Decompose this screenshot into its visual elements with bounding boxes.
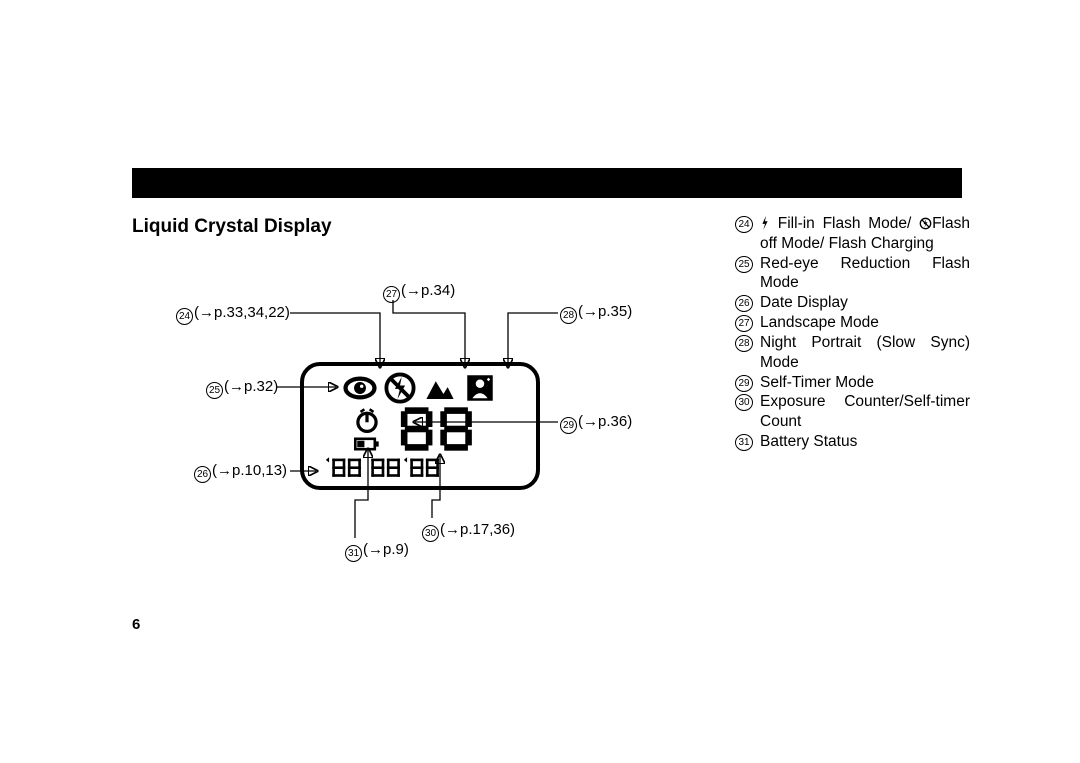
legend-item: 24 Fill-in Flash Mode/ Flash off Mode/ F… bbox=[735, 214, 970, 254]
header-bar bbox=[132, 168, 962, 198]
callout-31: 31(→p.9) bbox=[345, 541, 409, 562]
legend-item: 28Night Portrait (Slow Sync) Mode bbox=[735, 333, 970, 373]
lcd-panel bbox=[300, 362, 540, 490]
callout-27: 27(→p.34) bbox=[383, 282, 455, 303]
callout-29: 29(→p.36) bbox=[560, 413, 632, 434]
section-title: Liquid Crystal Display bbox=[132, 216, 332, 238]
legend-item: 26Date Display bbox=[735, 293, 970, 313]
legend-item: 25Red-eye Reduction Flash Mode bbox=[735, 254, 970, 294]
callout-26: 26(→p.10,13) bbox=[194, 462, 287, 483]
callout-24: 24(→p.33,34,22) bbox=[176, 304, 290, 325]
page-number: 6 bbox=[132, 616, 140, 633]
flash-off-icon bbox=[383, 371, 417, 405]
legend-item: 27Landscape Mode bbox=[735, 313, 970, 333]
battery-icon bbox=[354, 436, 380, 452]
redeye-icon bbox=[343, 371, 377, 405]
self-timer-icon bbox=[354, 408, 380, 434]
legend-item: 29Self-Timer Mode bbox=[735, 373, 970, 393]
exposure-counter bbox=[399, 406, 479, 452]
callout-28: 28(→p.35) bbox=[560, 303, 632, 324]
night-portrait-icon bbox=[463, 371, 497, 405]
legend-item: 31Battery Status bbox=[735, 432, 970, 452]
date-display bbox=[322, 456, 522, 482]
callout-30: 30(→p.17,36) bbox=[422, 521, 515, 542]
legend-item: 30Exposure Counter/Self-timer Count bbox=[735, 392, 970, 432]
landscape-icon bbox=[423, 371, 457, 405]
callout-25: 25(→p.32) bbox=[206, 378, 278, 399]
legend: 24 Fill-in Flash Mode/ Flash off Mode/ F… bbox=[735, 214, 970, 452]
